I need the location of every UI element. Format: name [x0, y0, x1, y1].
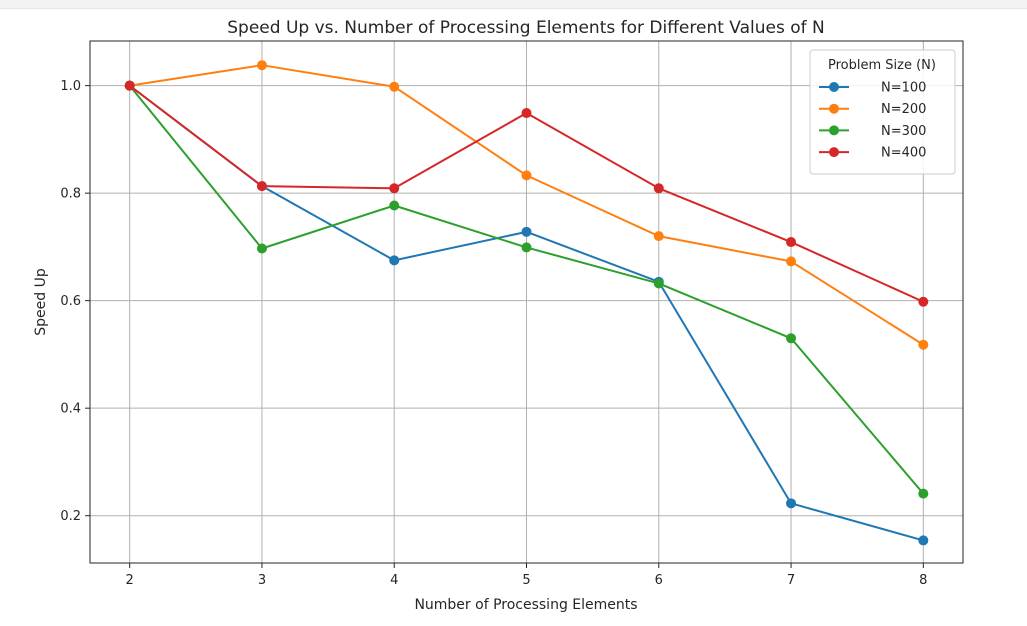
series-n-300 — [124, 80, 929, 499]
data-point — [786, 498, 797, 509]
x-tick-label: 2 — [126, 573, 134, 588]
legend-marker — [829, 125, 839, 136]
legend-label: N=400 — [881, 146, 926, 161]
data-point — [653, 183, 664, 194]
data-point — [124, 80, 135, 91]
legend-entry-n-300: N=300 — [819, 124, 926, 139]
data-point — [653, 231, 664, 242]
data-point — [389, 183, 400, 194]
legend-entry-n-400: N=400 — [819, 146, 926, 161]
data-point — [256, 181, 267, 192]
data-point — [521, 108, 532, 119]
x-tick-label: 3 — [258, 573, 266, 588]
data-point — [256, 243, 267, 254]
legend-label: N=200 — [881, 102, 926, 117]
series-n-200 — [124, 60, 929, 350]
y-tick-label: 0.6 — [60, 294, 81, 309]
legend-entries: N=100 N=200 N=300 N=400 — [819, 81, 926, 161]
ticks: 2 3 4 5 6 7 8 0.2 0.4 0.6 0.8 1.0 — [60, 79, 927, 588]
x-axis-label: Number of Processing Elements — [414, 597, 637, 613]
data-point — [918, 535, 929, 546]
legend-title: Problem Size (N) — [828, 58, 936, 73]
data-point — [918, 488, 929, 499]
x-tick-label: 4 — [390, 573, 398, 588]
legend-entry-n-200: N=200 — [819, 102, 926, 117]
data-point — [389, 200, 400, 211]
y-tick-label: 0.8 — [60, 187, 81, 202]
data-point — [521, 242, 532, 253]
data-point — [521, 170, 532, 181]
y-tick-label: 0.4 — [60, 402, 81, 417]
notebook-cell-divider — [0, 0, 1027, 9]
data-point — [918, 339, 929, 350]
y-tick-label: 1.0 — [60, 79, 81, 94]
x-tick-label: 5 — [522, 573, 530, 588]
data-point — [389, 255, 400, 266]
legend-label: N=300 — [881, 124, 926, 139]
legend-box — [809, 49, 956, 175]
legend-label: N=100 — [881, 81, 926, 96]
x-tick-label: 7 — [787, 573, 795, 588]
legend-entry-n-100: N=100 — [819, 81, 926, 96]
legend-marker — [829, 147, 839, 158]
data-point — [786, 237, 797, 248]
series-layer — [124, 60, 929, 546]
chart-title: Speed Up vs. Number of Processing Elemen… — [227, 18, 825, 38]
legend-marker — [829, 103, 839, 114]
series-n-400 — [124, 80, 929, 307]
x-tick-label: 8 — [919, 573, 927, 588]
data-point — [389, 81, 400, 92]
y-tick-label: 0.2 — [60, 509, 81, 524]
x-tick-label: 6 — [655, 573, 663, 588]
legend: Problem Size (N) N=100 N=200 N=300 N=400 — [809, 49, 956, 175]
data-point — [786, 333, 797, 344]
data-point — [786, 256, 797, 267]
data-point — [653, 278, 664, 289]
legend-marker — [829, 82, 839, 92]
data-point — [521, 226, 532, 237]
data-point — [918, 296, 929, 307]
y-axis-label: Speed Up — [33, 268, 49, 336]
data-point — [256, 60, 267, 71]
